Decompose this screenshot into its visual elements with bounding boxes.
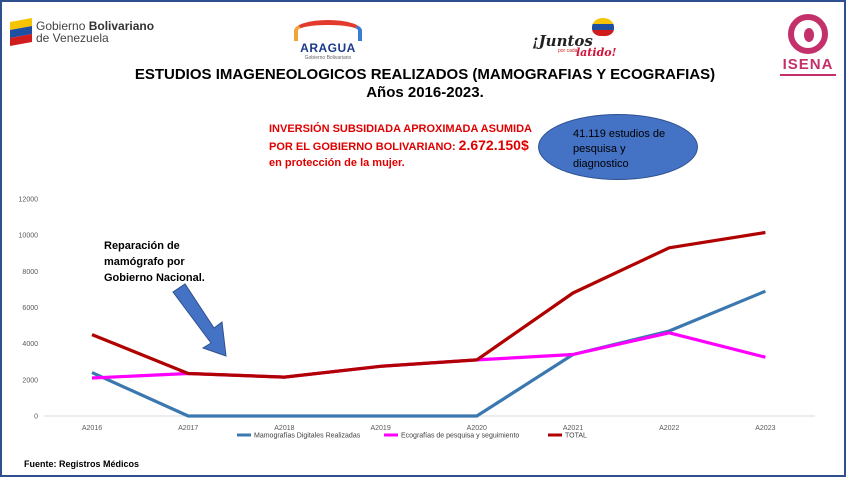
- investment-line3: en protección de la mujer.: [269, 157, 405, 169]
- page-title: ESTUDIOS IMAGENEOLOGICOS REALIZADOS (MAM…: [0, 66, 850, 102]
- series-line: [91, 230, 766, 379]
- isena-logo-name: ISENA: [782, 56, 834, 73]
- gov-logo-line1-bold: Bolivariano: [88, 19, 155, 33]
- isena-logo: ISENA: [780, 14, 836, 76]
- investment-amount: 2.672.150$: [458, 137, 529, 153]
- isena-logo-bar: [780, 74, 836, 76]
- y-tick-label: 8000: [22, 269, 38, 276]
- aragua-logo: ARAGUA Gobierno Bolivariano: [293, 20, 363, 61]
- x-axis: A2016 A2017 A2018 A2019 A2020 A2021 A2022 A2023: [44, 415, 815, 432]
- series-line: [91, 331, 766, 380]
- source-note: Fuente: Registros Médicos: [24, 459, 140, 469]
- legend-label: Ecografías de pesquisa y seguimiento: [401, 433, 519, 440]
- chart-annotation: Reparación de mamógrafo por Gobierno Nac…: [104, 238, 205, 286]
- x-tick-label: A2019: [370, 425, 390, 432]
- gov-logo-line1: Gobierno: [36, 19, 89, 33]
- annotation-line3: Gobierno Nacional.: [104, 272, 205, 284]
- x-tick-label: A2018: [274, 425, 294, 432]
- y-tick-label: 4000: [22, 341, 38, 348]
- y-tick-label: 10000: [19, 233, 39, 240]
- annotation-line1: Reparación de: [104, 240, 180, 252]
- studies-callout-text: 41.119 estudios de pesquisa y diagnostic…: [573, 128, 666, 170]
- annotation-line2: mamógrafo por: [104, 256, 185, 268]
- y-tick-label: 0: [34, 414, 38, 421]
- x-tick-label: A2022: [659, 425, 679, 432]
- annotation-arrow-icon: [172, 283, 227, 357]
- investment-line2: POR EL GOBIERNO BOLIVARIANO:: [269, 141, 459, 153]
- juntos-logo-text3: latido!: [576, 46, 617, 59]
- series-lines: [91, 230, 767, 418]
- x-tick-label: A2017: [178, 425, 198, 432]
- juntos-logo-text1: ¡Juntos: [532, 32, 593, 50]
- legend-label: Mamografías Digitales Realizadas: [254, 433, 361, 440]
- aragua-swoosh-icon: [294, 20, 362, 41]
- aragua-logo-sub: Gobierno Bolivariano: [304, 55, 352, 61]
- x-tick-label: A2023: [755, 425, 775, 432]
- y-axis: 0 2000 4000 6000 8000 10000 12000: [19, 197, 39, 421]
- gov-logo-line2: de Venezuela: [36, 31, 109, 45]
- x-tick-label: A2021: [563, 425, 583, 432]
- title-line1: ESTUDIOS IMAGENEOLOGICOS REALIZADOS (MAM…: [134, 66, 716, 83]
- heart-flag-icon: [592, 18, 614, 36]
- x-tick-label: A2020: [467, 425, 487, 432]
- x-tick-label: A2016: [82, 425, 102, 432]
- gobierno-bolivariano-logo: Gobierno Bolivariano de Venezuela: [10, 18, 154, 46]
- juntos-por-cada-latido-logo: ¡Juntos por cada latido!: [530, 18, 618, 60]
- legend-label: TOTAL: [565, 433, 587, 440]
- studies-callout: 41.119 estudios de pesquisa y diagnostic…: [538, 114, 698, 180]
- investment-line1: INVERSIÓN SUBSIDIADA APROXIMADA ASUMIDA: [269, 123, 532, 135]
- investment-note: INVERSIÓN SUBSIDIADA APROXIMADA ASUMIDA …: [269, 121, 532, 171]
- title-line2: Años 2016-2023.: [366, 84, 484, 101]
- isena-mark-icon: [788, 14, 828, 54]
- y-tick-label: 2000: [22, 377, 38, 384]
- y-tick-label: 12000: [19, 197, 39, 204]
- gov-logo-text: Gobierno Bolivariano de Venezuela: [36, 20, 154, 44]
- y-tick-label: 6000: [22, 305, 38, 312]
- juntos-logo-text2: por cada: [558, 48, 578, 54]
- chart-legend: Mamografías Digitales Realizadas Ecografí…: [237, 433, 587, 440]
- aragua-logo-name: ARAGUA: [300, 41, 356, 55]
